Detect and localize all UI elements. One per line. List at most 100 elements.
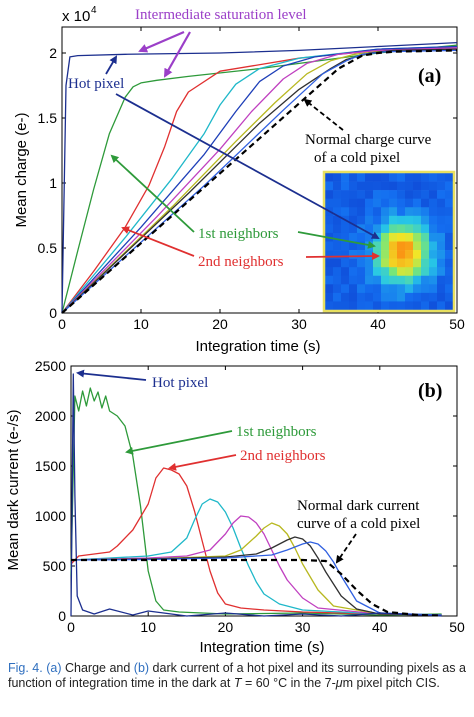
- heatmap-cell: [381, 258, 390, 268]
- heatmap-cell: [381, 232, 390, 242]
- heatmap-cell: [445, 224, 454, 234]
- heatmap-cell: [357, 241, 366, 251]
- heatmap-cell: [365, 232, 374, 242]
- heatmap-cell: [333, 275, 342, 285]
- heatmap-cell: [325, 267, 334, 277]
- heatmap-cell: [341, 173, 350, 182]
- heatmap-cell: [437, 241, 446, 251]
- heatmap-cell: [389, 215, 398, 225]
- heatmap-cell: [325, 224, 334, 234]
- heatmap-cell: [437, 224, 446, 234]
- heatmap-cell: [333, 190, 342, 199]
- arrow-1st-neighbors-b: [125, 430, 233, 455]
- annotation-1st-neighbors-a: 1st neighbors: [198, 226, 279, 242]
- heatmap-cell: [389, 190, 398, 199]
- panel-a-x-axis-label: Integration time (s): [195, 338, 320, 355]
- panel-a-y-exponent: 4: [91, 5, 97, 16]
- x-tick-label: 50: [449, 316, 465, 332]
- heatmap-cell: [429, 275, 438, 285]
- heatmap-cell: [365, 267, 374, 277]
- heatmap-cell: [381, 241, 390, 251]
- heatmap-cell: [365, 198, 374, 208]
- heatmap-cell: [405, 292, 414, 302]
- arrow-hot-pixel-b: [76, 369, 147, 381]
- heatmap-cell: [373, 181, 382, 191]
- heatmap-cell: [325, 301, 334, 311]
- caption-text-3: = 60 °C in the 7-: [241, 676, 336, 690]
- heatmap-cell: [357, 207, 366, 217]
- heatmap-cell: [405, 301, 414, 311]
- heatmap-cell: [429, 173, 438, 182]
- series-line-cold: [71, 558, 442, 617]
- y-tick-label: 1500: [35, 458, 66, 474]
- heatmap-cell: [429, 224, 438, 234]
- heatmap-cell: [445, 301, 454, 311]
- heatmap-cell: [397, 267, 406, 277]
- heatmap-cell: [429, 241, 438, 251]
- heatmap-cell: [325, 292, 334, 302]
- panel-b-y-axis-label: Mean dark current (e-/s): [5, 410, 22, 571]
- heatmap-cell: [429, 198, 438, 208]
- caption-mu-symbol: μ: [335, 676, 343, 690]
- heatmap-cell: [349, 232, 358, 242]
- heatmap-cell: [365, 301, 374, 311]
- series-line-nb1: [61, 44, 458, 314]
- heatmap-cell: [325, 241, 334, 251]
- heatmap-cell: [429, 267, 438, 277]
- heatmap-cell: [437, 207, 446, 217]
- heatmap-cell: [437, 250, 446, 259]
- x-tick-label: 20: [212, 316, 228, 332]
- heatmap-cell: [445, 241, 454, 251]
- heatmap-cell: [333, 207, 342, 217]
- heatmap-cell: [349, 267, 358, 277]
- heatmap-cell: [421, 181, 430, 191]
- heatmap-cell: [357, 258, 366, 268]
- heatmap-cell: [325, 258, 334, 268]
- heatmap-cell: [357, 181, 366, 191]
- heatmap-cell: [365, 258, 374, 268]
- heatmap-cell: [397, 198, 406, 208]
- series-line-other: [70, 536, 442, 616]
- heatmap-cell: [341, 292, 350, 302]
- x-tick-label: 0: [67, 619, 75, 635]
- annotation-normal-dark-1: Normal dark current: [297, 498, 420, 514]
- heatmap-cell: [373, 198, 382, 208]
- panel-b-series: [70, 373, 442, 617]
- heatmap-cell: [373, 267, 382, 277]
- heatmap-cell: [397, 275, 406, 285]
- heatmap-cell: [413, 267, 422, 277]
- arrow-intermediate-2: [164, 31, 191, 78]
- heatmap-cell: [445, 207, 454, 217]
- arrow-hot-pixel-a-up: [105, 55, 118, 75]
- heatmap-cell: [445, 284, 454, 294]
- heatmap-cell: [429, 190, 438, 199]
- heatmap-cell: [365, 173, 374, 182]
- heatmap-cell: [381, 181, 390, 191]
- heatmap-cell: [445, 173, 454, 182]
- y-tick-label: 2500: [35, 358, 66, 374]
- arrow-intermediate-1: [138, 30, 185, 53]
- heatmap-cell: [405, 284, 414, 294]
- heatmap-cell: [333, 224, 342, 234]
- heatmap-cell: [421, 207, 430, 217]
- heatmap-cell: [421, 215, 430, 225]
- heatmap-cell: [437, 190, 446, 199]
- heatmap-cell: [365, 250, 374, 259]
- heatmap-cell: [373, 258, 382, 268]
- heatmap-cell: [381, 284, 390, 294]
- heatmap-cell: [349, 275, 358, 285]
- panel-a-y-multiplier: x 10: [62, 8, 90, 25]
- heatmap-cell: [389, 258, 398, 268]
- x-tick-label: 40: [370, 316, 386, 332]
- heatmap-cell: [437, 258, 446, 268]
- heatmap-cell: [421, 198, 430, 208]
- heatmap-cell: [429, 258, 438, 268]
- panel-a-y-axis-label: Mean charge (e-): [13, 112, 30, 227]
- heatmap-cell: [357, 173, 366, 182]
- heatmap-cell: [341, 232, 350, 242]
- heatmap-cell: [381, 207, 390, 217]
- caption-fig-number: Fig. 4.: [8, 661, 43, 675]
- caption-text-1: Charge and: [61, 661, 134, 675]
- caption-text-2: dark current of a hot pixel and its surr…: [8, 661, 466, 690]
